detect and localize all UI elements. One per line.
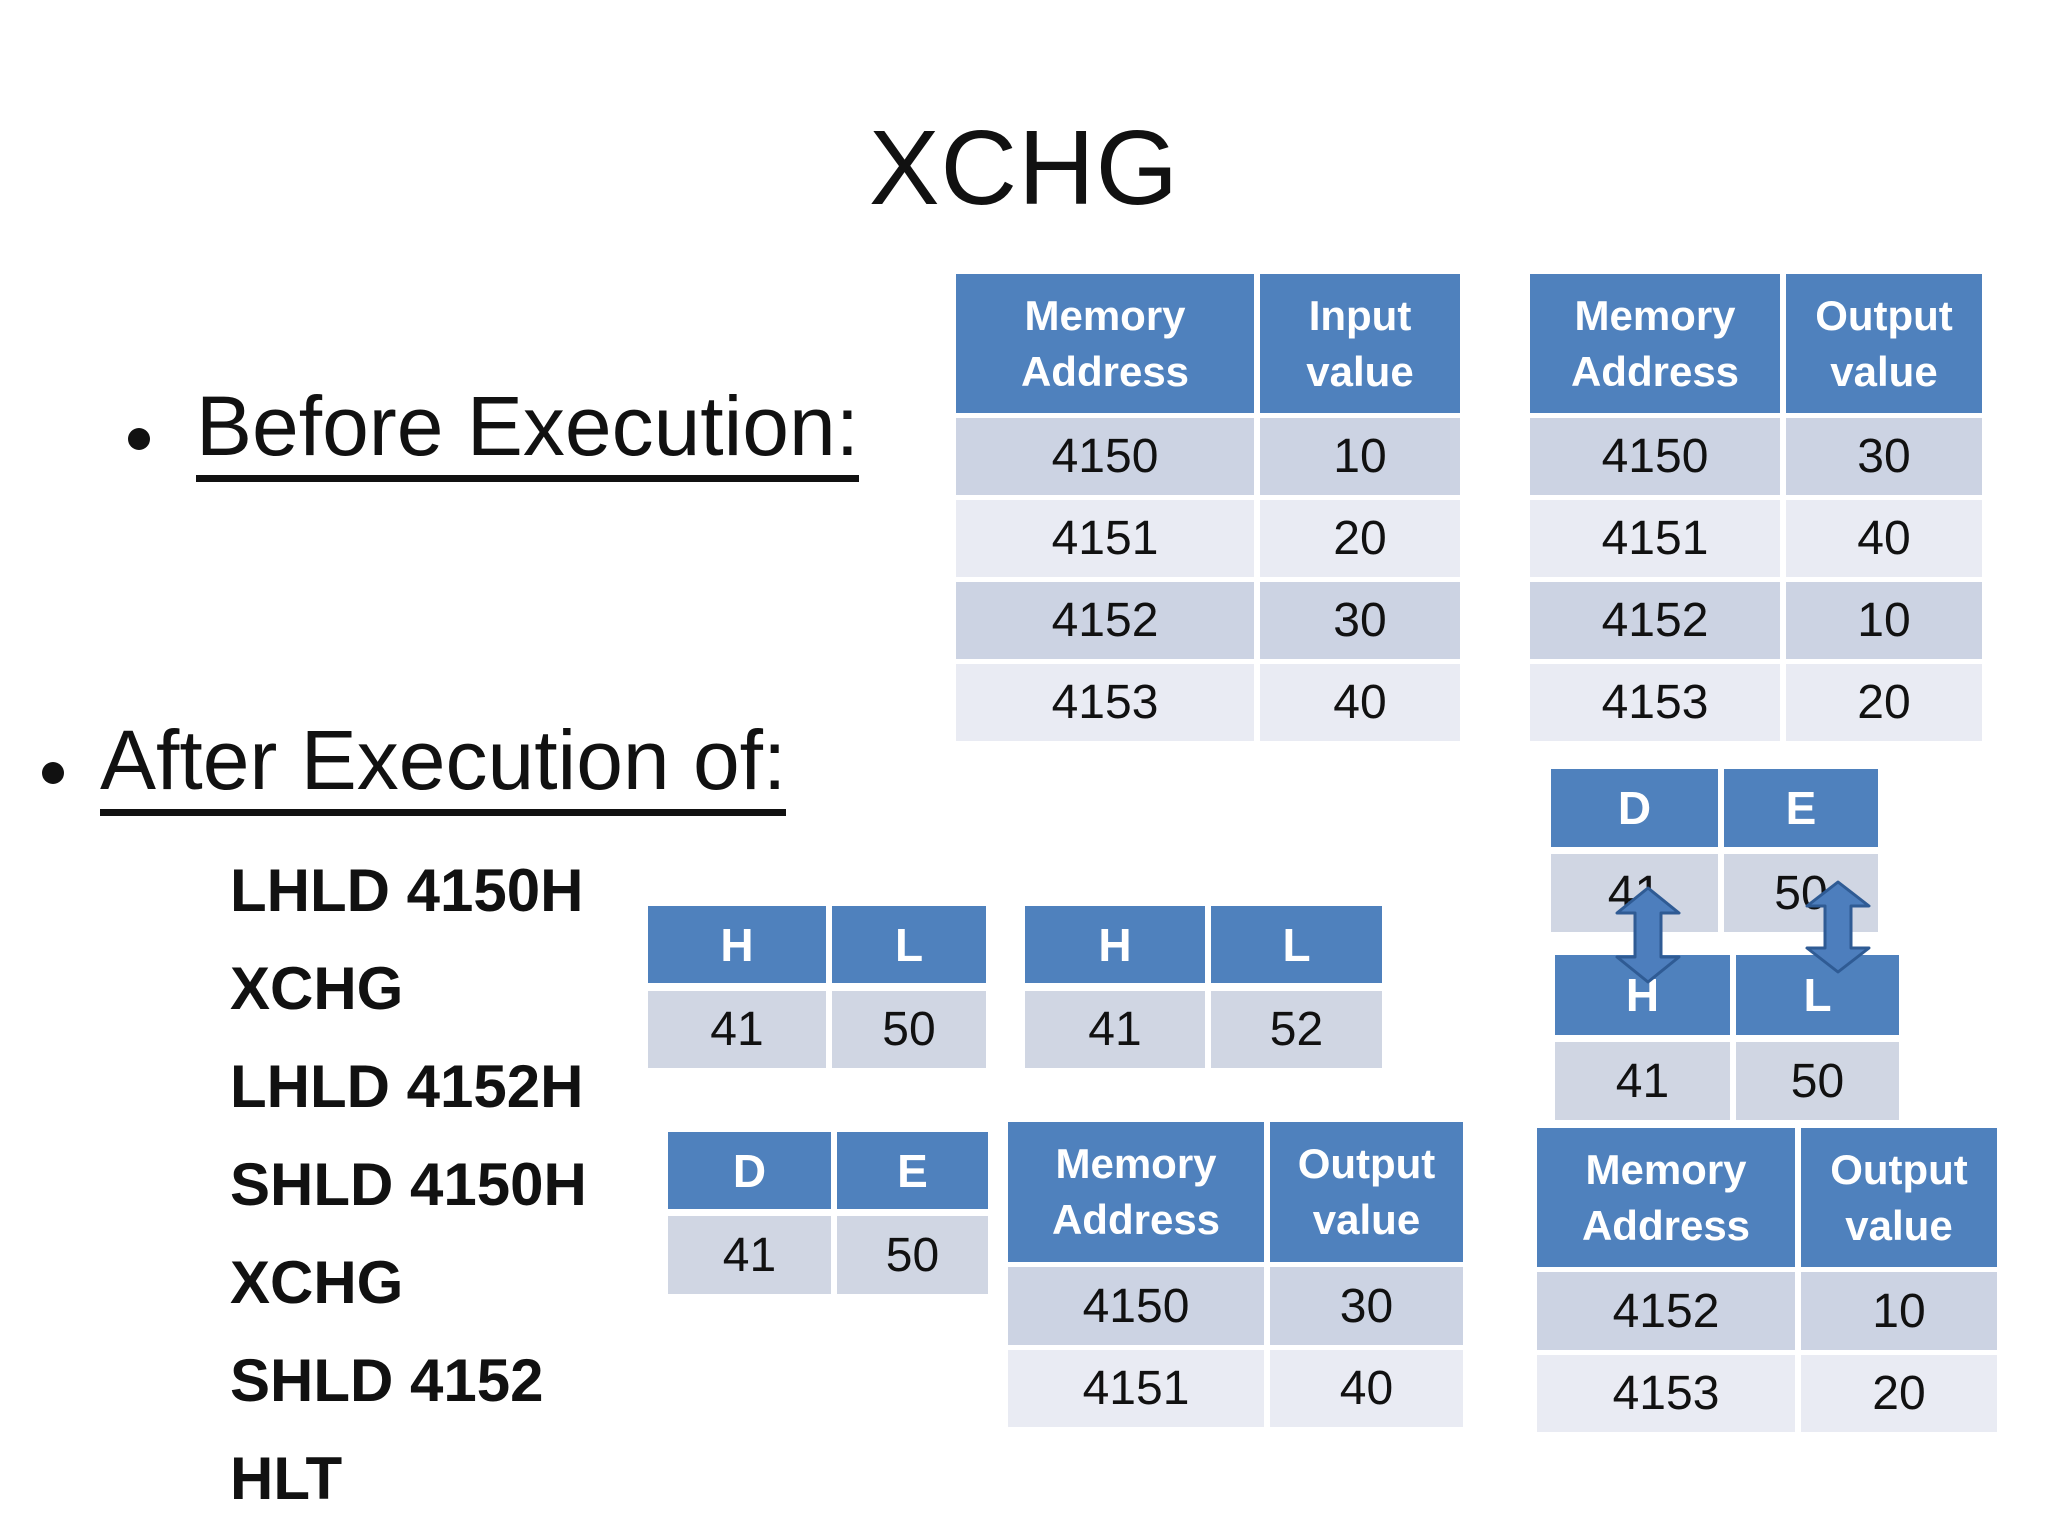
table-before-input: Memory Address Input value 4150 10 4151 20 415… [956,274,1460,741]
table-cell: 50 [837,1216,988,1294]
bullet-before-execution: Before Execution: [196,382,860,483]
table-cell: 4150 [956,418,1254,495]
table-de-after-xchg: D E 41 50 [668,1132,988,1294]
table-cell: 4152 [956,582,1254,659]
table-before-output: Memory Address Output value 4150 30 4151 40 41… [1530,274,1982,741]
table-cell: 10 [1260,418,1460,495]
table-header-cell: Output value [1801,1128,1997,1267]
table-cell: 40 [1270,1350,1463,1427]
table-cell: 20 [1786,664,1982,741]
table-mem-after-shld4152: Memory Address Output value 4152 10 4153 20 [1537,1128,1997,1432]
swap-arrow-icon [1615,886,1681,984]
table-header-cell: Output value [1270,1122,1463,1262]
table-cell: 30 [1786,418,1982,495]
code-line: LHLD 4150H [230,857,584,924]
code-line: LHLD 4152H [230,1053,584,1120]
table-header-cell: L [832,906,986,983]
table-header-cell: Memory Address [1530,274,1780,413]
code-line: XCHG [230,955,404,1022]
table-cell: 50 [832,991,986,1068]
table-cell: 30 [1260,582,1460,659]
table-cell: 4150 [1008,1267,1264,1345]
table-cell: 41 [648,991,826,1068]
swap-arrow-icon [1805,880,1871,974]
table-cell: 41 [1025,991,1205,1068]
table-cell: 4153 [1537,1355,1795,1432]
table-header-cell: H [648,906,826,983]
table-cell: 20 [1260,500,1460,577]
table-cell: 4152 [1530,582,1780,659]
table-cell: 4153 [1530,664,1780,741]
table-cell: 4151 [1008,1350,1264,1427]
table-cell: 40 [1786,500,1982,577]
table-cell: 10 [1786,582,1982,659]
code-line: SHLD 4150H [230,1151,587,1218]
bullet-after-execution: After Execution of: [100,716,787,817]
code-line: HLT [230,1445,343,1512]
table-cell: 41 [668,1216,831,1294]
table-cell: 10 [1801,1272,1997,1350]
code-line: SHLD 4152 [230,1347,544,1414]
table-cell: 30 [1270,1267,1463,1345]
table-cell: 50 [1736,1042,1899,1120]
table-cell: 4153 [956,664,1254,741]
bullet-dot [128,428,150,450]
table-cell: 4150 [1530,418,1780,495]
table-hl-after-lhld4152: H L 41 52 [1025,906,1382,1068]
table-cell: 52 [1211,991,1382,1068]
code-line: XCHG [230,1249,404,1316]
table-header-cell: L [1211,906,1382,983]
table-header-cell: H [1025,906,1205,983]
table-cell: 20 [1801,1355,1997,1432]
table-hl-after-lhld4150: H L 41 50 [648,906,986,1068]
table-header-cell: D [668,1132,831,1209]
table-cell: 41 [1555,1042,1730,1120]
table-cell: 40 [1260,664,1460,741]
table-header-cell: Memory Address [956,274,1254,413]
table-header-cell: L [1736,955,1899,1035]
table-cell: 4151 [956,500,1254,577]
table-cell: 4152 [1537,1272,1795,1350]
table-header-cell: D [1551,769,1718,847]
table-hl-right: H L 41 50 [1555,955,1899,1120]
table-header-cell: E [837,1132,988,1209]
instruction-code-list: LHLD 4150H XCHG LHLD 4152H SHLD 4150H XCHG SH… [230,842,587,1528]
slide-title: XCHG [868,109,1180,227]
table-mem-after-shld4150: Memory Address Output value 4150 30 4151 40 [1008,1122,1463,1427]
table-header-cell: Memory Address [1537,1128,1795,1267]
table-header-cell: Memory Address [1008,1122,1264,1262]
table-header-cell: Output value [1786,274,1982,413]
table-header-cell: Input value [1260,274,1460,413]
table-cell: 4151 [1530,500,1780,577]
table-header-cell: E [1724,769,1878,847]
bullet-dot [42,762,64,784]
